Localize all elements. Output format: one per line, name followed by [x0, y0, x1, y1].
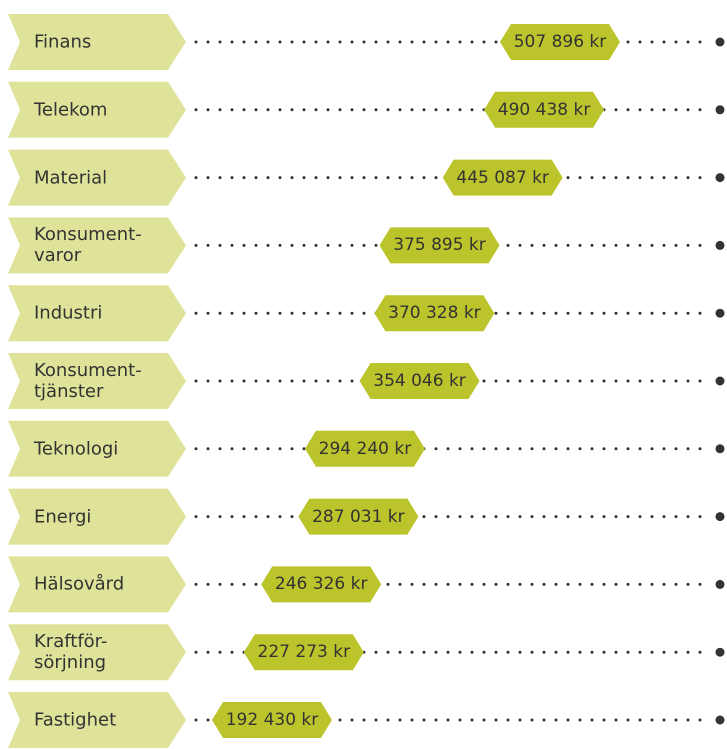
category-box [8, 285, 186, 342]
category-box [8, 81, 186, 138]
value-tag [442, 159, 563, 196]
value-tag [379, 227, 500, 264]
category-label: Finans [34, 31, 92, 53]
line-end [715, 240, 725, 250]
category-box [8, 353, 186, 409]
line-end [715, 512, 725, 522]
line-end [715, 37, 725, 47]
category-box [8, 488, 186, 545]
value-tag [500, 24, 620, 60]
category-label: Industri [34, 302, 103, 324]
value-tag [304, 430, 425, 467]
category-label: Konsument- varor [34, 224, 142, 267]
line-end [715, 647, 725, 657]
value-tag [359, 363, 480, 399]
category-label: Teknologi [34, 438, 119, 460]
value-label: 375 895 kr [393, 235, 486, 256]
line-end [715, 308, 725, 318]
line-end [715, 376, 725, 386]
category-label: Energi [34, 506, 92, 528]
value-tag [261, 566, 382, 603]
line-end [715, 173, 725, 183]
value-label: 354 046 kr [373, 371, 466, 391]
category-box [8, 420, 186, 477]
value-label: 246 326 kr [274, 574, 368, 595]
value-label: 192 430 kr [225, 710, 319, 730]
value-tag [484, 91, 605, 128]
value-tag [212, 702, 332, 738]
category-box [8, 556, 186, 613]
line-end [715, 444, 725, 454]
value-label: 445 087 kr [456, 167, 549, 188]
category-label: Kraftför- sörjning [34, 631, 108, 674]
category-box [8, 14, 186, 70]
category-box [8, 149, 186, 206]
category-box [8, 692, 186, 748]
value-label: 370 328 kr [388, 303, 481, 324]
line-end [715, 579, 725, 589]
category-box [8, 217, 186, 274]
line-end [715, 715, 725, 725]
category-box [8, 624, 186, 681]
category-label: Konsument- tjänster [34, 360, 142, 402]
line-end [715, 105, 725, 115]
value-tag [243, 634, 364, 671]
category-label: Material [34, 167, 108, 189]
value-label: 490 438 kr [497, 99, 591, 120]
value-label: 287 031 kr [312, 506, 405, 527]
category-label: Fastighet [34, 709, 117, 731]
value-label: 227 273 kr [257, 642, 351, 663]
value-label: 507 896 kr [513, 32, 607, 52]
value-tag [374, 295, 495, 332]
value-label: 294 240 kr [318, 438, 412, 459]
value-tag [298, 498, 419, 535]
category-label: Hälsovård [34, 573, 125, 595]
category-label: Telekom [34, 99, 108, 121]
